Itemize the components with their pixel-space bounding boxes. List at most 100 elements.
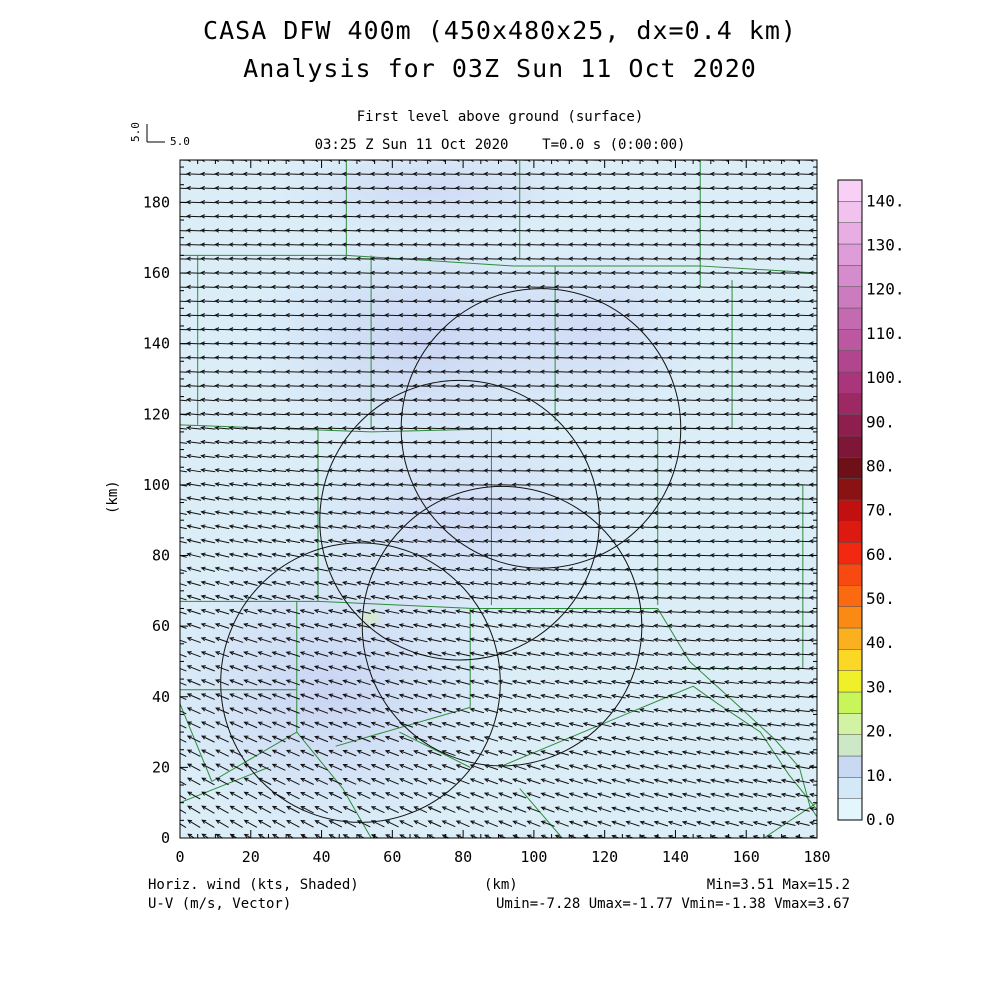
wind-vector	[440, 454, 457, 459]
wind-vector	[440, 298, 457, 304]
wind-vector	[794, 764, 810, 770]
wind-vector	[185, 214, 202, 219]
wind-vector	[327, 651, 343, 657]
wind-vector	[525, 171, 542, 177]
wind-vector	[426, 595, 442, 600]
wind-vector	[200, 425, 216, 431]
wind-vector	[610, 553, 627, 558]
wind-vector	[752, 270, 768, 276]
wind-vector	[483, 707, 499, 714]
wind-vector	[355, 552, 372, 558]
wind-vector	[455, 623, 471, 628]
wind-vector	[412, 524, 428, 530]
wind-vector	[180, 639, 187, 644]
wind-vector	[638, 214, 655, 219]
wind-vector	[794, 355, 811, 360]
wind-vector	[596, 454, 612, 459]
wind-vector	[214, 439, 230, 445]
wind-vector	[454, 426, 471, 431]
wind-vector	[383, 327, 400, 332]
wind-vector	[766, 327, 782, 332]
wind-vector	[341, 609, 357, 615]
wind-vector	[667, 327, 683, 332]
wind-vector	[624, 270, 641, 276]
wind-vector	[667, 694, 683, 699]
wind-vector	[427, 749, 442, 757]
wind-vector	[667, 553, 683, 558]
wind-vector	[299, 242, 315, 247]
wind-vector	[638, 185, 655, 191]
wind-vector	[526, 820, 541, 827]
wind-vector	[270, 468, 287, 473]
wind-vector	[327, 510, 343, 515]
wind-vector	[808, 355, 817, 360]
wind-vector	[299, 510, 315, 515]
wind-vector	[341, 313, 358, 318]
wind-vector	[738, 792, 754, 798]
wind-vector	[186, 665, 201, 672]
wind-vector	[180, 187, 188, 189]
wind-vector	[624, 524, 641, 530]
wind-vector	[652, 228, 669, 233]
wind-vector	[737, 171, 754, 177]
wind-vector	[180, 724, 187, 729]
wind-vector	[180, 780, 187, 786]
wind-vector	[271, 693, 286, 700]
wind-vector	[610, 200, 627, 205]
wind-vector	[398, 538, 414, 544]
wind-vector	[498, 820, 513, 827]
wind-vector	[766, 496, 782, 502]
wind-vector	[299, 538, 315, 544]
wind-vector	[313, 341, 329, 346]
wind-vector	[681, 496, 697, 502]
footer-shaded-label: Horiz. wind (kts, Shaded)	[148, 877, 359, 893]
wind-vector	[327, 214, 343, 219]
wind-vector	[384, 792, 399, 799]
wind-vector	[681, 383, 697, 389]
wind-vector	[710, 764, 725, 770]
wind-vector	[738, 665, 754, 671]
county-boundary-line	[519, 788, 563, 838]
wind-vector	[270, 482, 287, 487]
wind-vector	[512, 736, 527, 742]
wind-vector	[454, 383, 471, 389]
county-boundary-line	[763, 802, 817, 838]
wind-vector	[215, 707, 230, 715]
wind-vector	[468, 228, 485, 233]
wind-vector	[681, 651, 697, 657]
wind-vector	[808, 171, 817, 177]
wind-vector	[455, 707, 470, 714]
wind-vector	[723, 185, 740, 191]
wind-vector	[468, 242, 485, 247]
wind-vector	[257, 805, 272, 814]
wind-vector	[398, 665, 414, 671]
wind-vector	[199, 284, 216, 290]
wind-vector	[794, 214, 811, 219]
wind-vector	[426, 411, 443, 417]
wind-vector	[497, 185, 513, 191]
wind-vector	[180, 611, 187, 615]
wind-vector	[752, 764, 768, 770]
wind-vector	[766, 609, 782, 615]
wind-vector	[483, 538, 499, 544]
wind-vector	[286, 819, 300, 828]
wind-vector	[582, 440, 598, 445]
wind-vector	[341, 552, 357, 558]
wind-vector	[652, 313, 669, 318]
wind-vector	[256, 200, 273, 205]
wind-vector	[652, 383, 669, 389]
wind-vector	[341, 327, 358, 332]
wind-vector	[299, 171, 315, 177]
wind-vector	[610, 383, 627, 389]
wind-vector	[299, 298, 315, 304]
wind-vector	[284, 341, 301, 346]
wind-vector	[313, 397, 329, 403]
wind-vector	[723, 482, 740, 487]
county-boundary-line	[498, 685, 817, 811]
wind-vector	[256, 468, 272, 473]
wind-vector	[596, 581, 612, 586]
footer-minmax: Min=3.51 Max=15.2	[706, 877, 850, 893]
wind-vector	[568, 722, 584, 728]
wind-vector	[327, 313, 343, 318]
wind-vector	[284, 440, 301, 445]
